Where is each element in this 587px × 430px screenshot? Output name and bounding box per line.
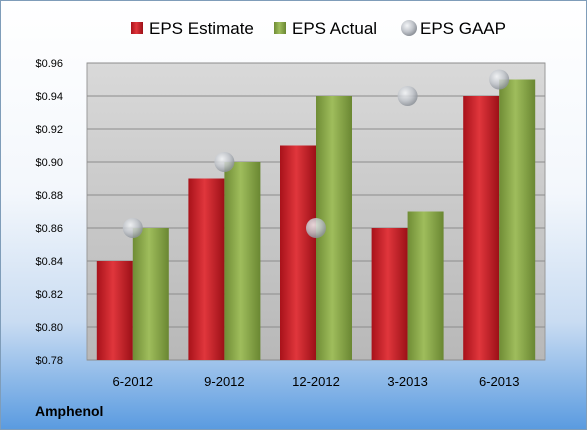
legend-label: EPS Estimate [149,19,254,38]
legend-label: EPS Actual [292,19,377,38]
legend-label: EPS GAAP [420,19,506,38]
bar-eps-estimate [96,261,133,360]
bar-eps-estimate [463,96,500,360]
marker-eps-gaap [214,152,235,172]
y-tick-label: $0.88 [35,190,63,202]
bar-eps-estimate [371,228,408,360]
y-tick-label: $0.78 [35,355,63,367]
y-tick-label: $0.96 [35,58,63,70]
bar-eps-actual [224,162,261,360]
y-tick-label: $0.84 [35,256,63,268]
bar-eps-actual [407,211,444,360]
bar-eps-estimate [280,145,316,360]
marker-eps-gaap [122,218,143,238]
y-tick-label: $0.92 [35,124,63,136]
marker-eps-gaap [306,218,326,238]
y-tick-label: $0.90 [35,157,63,169]
bar-eps-actual [499,79,536,360]
x-tick-label: 3-2013 [387,374,427,389]
marker-eps-gaap [397,86,418,106]
x-tick-label: 12-2012 [292,374,340,389]
bar-eps-estimate [188,178,225,360]
x-tick-label: 6-2012 [113,374,153,389]
y-tick-label: $0.80 [35,322,63,334]
legend-swatch [131,22,143,34]
legend-swatch [401,20,417,36]
y-tick-label: $0.86 [35,223,63,235]
y-tick-label: $0.82 [35,289,63,301]
legend-swatch [274,22,286,34]
y-tick-label: $0.94 [35,91,63,103]
bar-eps-actual [132,228,169,360]
x-tick-label: 6-2013 [479,374,519,389]
marker-eps-gaap [489,69,510,90]
company-name: Amphenol [35,403,104,419]
x-tick-label: 9-2012 [204,374,244,389]
